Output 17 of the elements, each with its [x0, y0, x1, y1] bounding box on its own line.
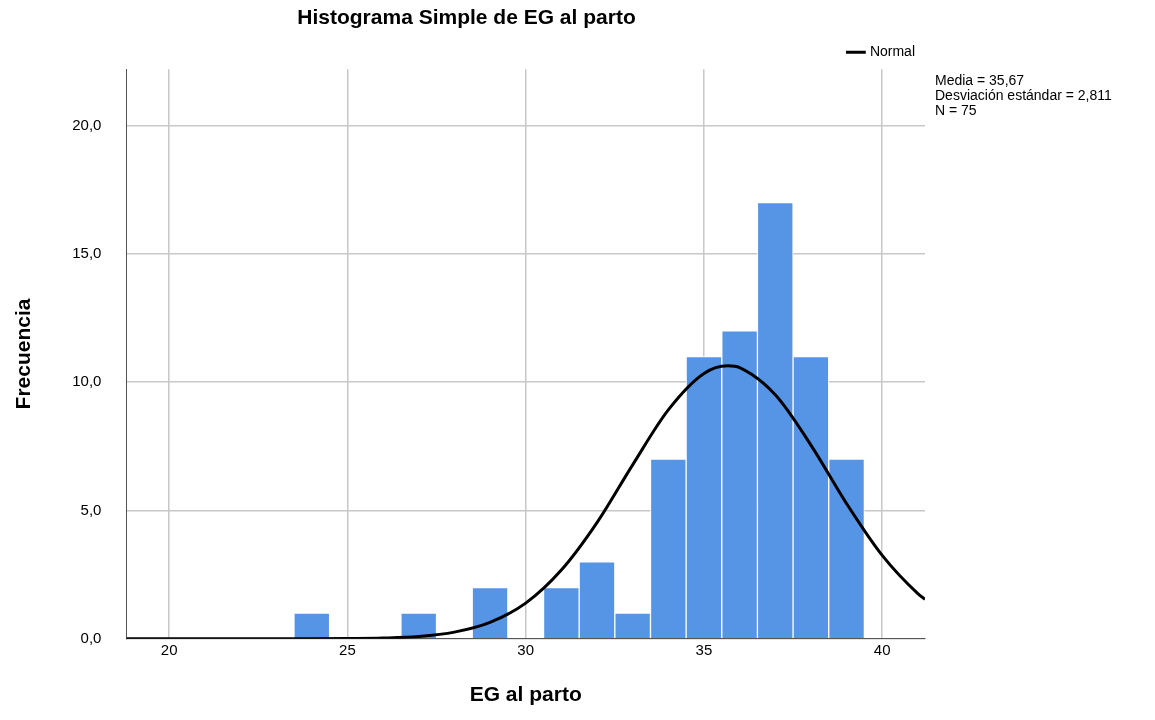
- x-tick-label: 20: [160, 640, 178, 658]
- chart-title: Histograma Simple de EG al parto: [297, 5, 636, 29]
- x-tick-label: 40: [873, 640, 891, 658]
- legend-label: Normal: [869, 43, 916, 60]
- x-tick-label: 25: [339, 640, 356, 658]
- x-axis-title: EG al parto: [469, 682, 582, 706]
- y-tick-label: 0,0: [80, 628, 102, 646]
- x-tick-label: 30: [517, 640, 535, 658]
- y-axis-title: Frecuencia: [11, 298, 35, 410]
- y-tick-label: 15,0: [72, 244, 102, 262]
- y-tick-label: 5,0: [80, 500, 102, 518]
- y-tick-label: 10,0: [72, 372, 102, 390]
- y-tick-label: 20,0: [72, 115, 102, 133]
- text: Media = 35,67: [935, 71, 1025, 88]
- text: N = 75: [935, 101, 977, 118]
- text: Desviación estándar = 2,811: [935, 86, 1113, 103]
- x-tick-label: 35: [695, 640, 713, 658]
